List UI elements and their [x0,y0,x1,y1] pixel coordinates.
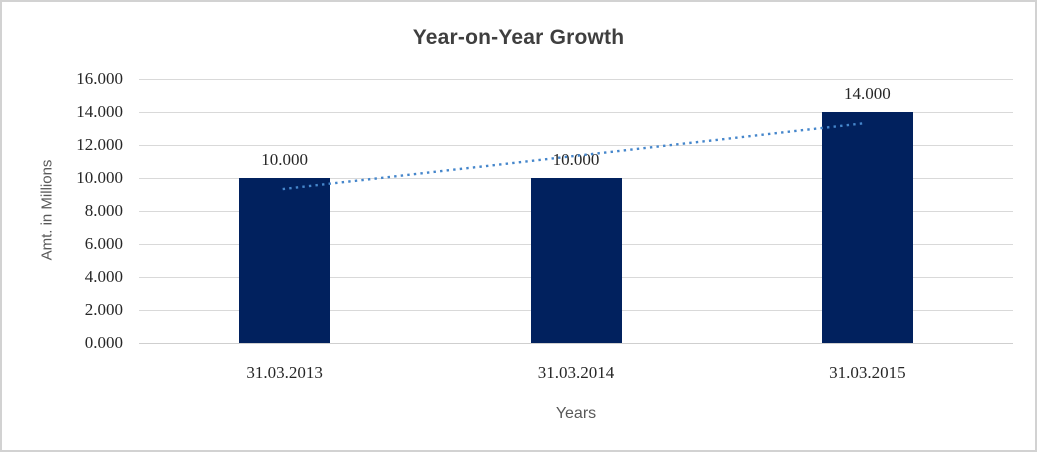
bar [530,178,622,343]
x-tick-label: 31.03.2015 [829,363,906,382]
y-tick-label: 2.000 [84,300,123,319]
gridline [139,112,1013,113]
x-tick-label: 31.03.2014 [537,363,615,382]
y-tick-label: 14.000 [76,102,123,121]
y-tick-label: 16.000 [76,69,123,88]
x-tick-label: 31.03.2013 [246,363,323,382]
y-tick-label: 0.000 [84,333,123,352]
bar [239,178,331,343]
bar-value-label: 10.000 [552,150,600,169]
gridline [139,79,1013,80]
y-tick-label: 12.000 [76,135,123,154]
bar-value-label: 14.000 [843,84,891,103]
y-tick-label: 6.000 [84,234,123,253]
chart-title: Year-on-Year Growth [412,26,625,49]
y-tick-label: 4.000 [84,267,123,286]
x-axis-line [139,343,1013,344]
bar [821,112,913,343]
y-tick-label: 8.000 [84,201,123,220]
bar-value-label: 10.000 [261,150,309,169]
y-tick-label: 10.000 [76,168,123,187]
x-axis-title: Years [555,405,597,422]
